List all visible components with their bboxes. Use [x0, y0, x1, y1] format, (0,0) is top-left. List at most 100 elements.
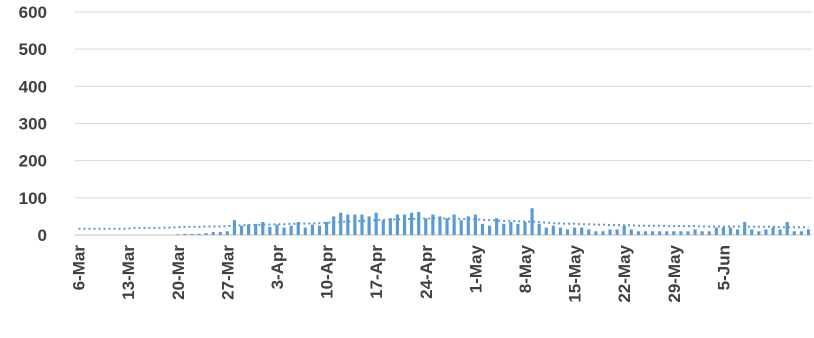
bar [459, 220, 463, 235]
bar [374, 212, 378, 235]
bar [565, 229, 570, 235]
y-tick-label: 300 [19, 115, 47, 134]
bar [615, 229, 619, 235]
bar [750, 229, 754, 235]
bar [502, 223, 506, 235]
y-tick-label: 400 [19, 77, 47, 96]
bar [778, 229, 782, 235]
bar [239, 225, 244, 235]
bar [629, 229, 633, 235]
bar [650, 231, 655, 235]
x-axis-ticks: 6-Mar 13-Mar 20-Mar 27-Mar 3-Apr 10-Apr 17-Apr… [70, 244, 734, 302]
bar [601, 231, 605, 235]
x-tick-label: 3-Apr [268, 245, 287, 290]
x-tick-label: 6-Mar [70, 245, 89, 291]
bar [665, 231, 669, 235]
bar [700, 231, 704, 235]
x-tick-label: 15-May [566, 244, 585, 302]
bar [658, 231, 662, 235]
x-tick-label: 17-Apr [367, 245, 386, 299]
bar [636, 231, 640, 235]
bar [693, 229, 697, 235]
bar [346, 214, 350, 235]
bar [580, 227, 584, 235]
x-tick-label: 24-Apr [417, 245, 436, 299]
bar [218, 232, 222, 235]
bar [480, 223, 485, 235]
bar [516, 223, 520, 235]
bar [672, 231, 676, 235]
bar [211, 232, 215, 235]
bar [317, 225, 322, 235]
bar [232, 220, 237, 235]
bar [587, 229, 591, 235]
bar [381, 220, 385, 235]
x-tick-label: 1-May [466, 244, 485, 293]
bar [367, 216, 371, 235]
bar [261, 221, 265, 235]
bar [551, 225, 555, 235]
bar [332, 216, 336, 235]
bar [360, 214, 364, 235]
bar [622, 225, 626, 235]
bar [410, 212, 414, 235]
bar [573, 227, 577, 235]
bar [594, 231, 598, 235]
bar [643, 231, 648, 235]
bar [310, 224, 314, 235]
bar [509, 221, 513, 235]
bar [296, 221, 300, 235]
bar [544, 227, 548, 235]
bar [686, 231, 690, 235]
bar [339, 212, 343, 235]
bar [792, 231, 796, 235]
y-axis-ticks: 0 100 200 300 400 500 600 [19, 3, 47, 245]
x-tick-label: 20-Mar [169, 245, 188, 300]
bar [190, 233, 194, 235]
bar [785, 221, 789, 235]
y-tick-label: 600 [19, 3, 47, 22]
bar [735, 229, 740, 235]
grid-layer [75, 11, 812, 236]
bar [289, 225, 293, 235]
bar [799, 231, 803, 235]
bar [417, 211, 421, 235]
x-tick-label: 5-Jun [714, 245, 733, 290]
bar [254, 223, 258, 235]
x-tick-label: 22-May [615, 244, 634, 302]
bar [558, 227, 563, 235]
bar [324, 221, 329, 235]
bar [743, 221, 747, 235]
bar [445, 218, 449, 235]
bar [714, 227, 718, 235]
bar [275, 224, 279, 235]
bar [679, 231, 683, 235]
trend-layer [78, 217, 809, 230]
bar [204, 233, 208, 235]
bar [771, 227, 775, 235]
bar [183, 233, 187, 235]
bar [806, 229, 811, 235]
trend-line [78, 217, 809, 230]
bar [176, 234, 180, 235]
bar [268, 226, 272, 235]
bar [707, 231, 711, 235]
bar [197, 233, 201, 235]
bar [395, 214, 400, 235]
bar [353, 214, 357, 235]
y-tick-label: 500 [19, 40, 47, 59]
bar [452, 214, 456, 235]
x-tick-label: 29-May [665, 244, 684, 302]
bar [388, 218, 392, 235]
bar [282, 227, 286, 235]
y-tick-label: 100 [19, 189, 47, 208]
bar [303, 227, 307, 235]
bar [487, 225, 492, 235]
bar [473, 214, 477, 235]
bar [424, 218, 428, 235]
bar [608, 229, 612, 235]
y-tick-label: 0 [38, 226, 47, 245]
bar [247, 224, 251, 235]
